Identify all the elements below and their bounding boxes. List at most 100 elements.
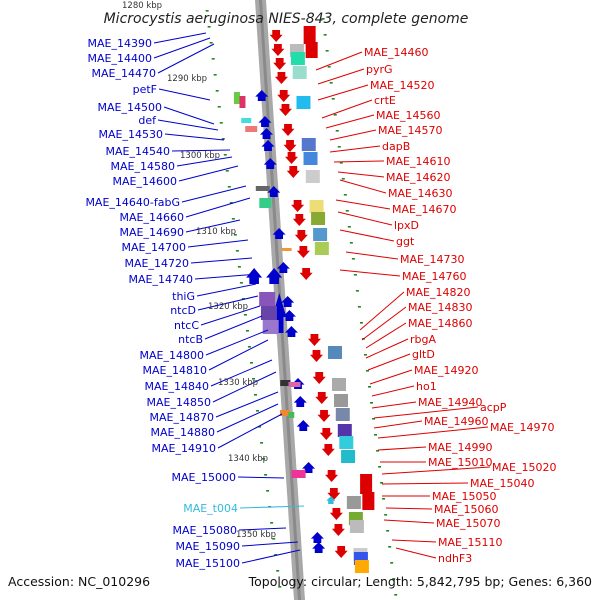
gene-label-right[interactable]: ndhF3 (438, 552, 472, 565)
gene-arrow-plus[interactable] (258, 116, 272, 127)
gene-arrow-minus[interactable] (292, 214, 306, 226)
gene-arrow-minus[interactable] (307, 334, 321, 346)
gene-label-right[interactable]: ggt (396, 235, 415, 248)
gene-block[interactable] (280, 410, 291, 416)
gene-block[interactable] (349, 520, 364, 533)
gene-block[interactable] (241, 118, 252, 123)
gene-label-right[interactable]: MAE_14760 (402, 270, 466, 283)
gene-arrow-minus[interactable] (327, 488, 341, 500)
gene-arrow-minus[interactable] (296, 246, 310, 258)
gene-arrow-plus[interactable] (272, 228, 286, 239)
gene-arrow-minus[interactable] (285, 152, 299, 164)
gene-label-left[interactable]: MAE_14740 (129, 273, 193, 286)
gene-label-left[interactable]: MAE_14690 (120, 226, 184, 239)
gene-label-left[interactable]: MAE_14530 (99, 128, 163, 141)
gene-label-right[interactable]: MAE_14730 (400, 253, 464, 266)
gene-block[interactable] (339, 436, 354, 449)
gene-block[interactable] (262, 320, 279, 334)
gene-label-right[interactable]: MAE_15040 (470, 477, 534, 490)
gene-arrow-minus[interactable] (329, 508, 343, 520)
gene-label-right[interactable]: MAE_14670 (392, 203, 456, 216)
gene-arrow-minus[interactable] (269, 30, 283, 42)
gene-block[interactable] (362, 492, 375, 510)
gene-label-right[interactable]: MAE_14620 (386, 171, 450, 184)
gene-label-right[interactable]: rbgA (410, 333, 436, 346)
gene-label-left[interactable]: MAE_14910 (152, 442, 216, 455)
gene-label-left[interactable]: ntcD (170, 304, 196, 317)
gene-label-left[interactable]: MAE_14660 (120, 211, 184, 224)
gene-label-left[interactable]: MAE_15080 (173, 524, 237, 537)
gene-label-left[interactable]: MAE_15000 (172, 471, 236, 484)
gene-arrow-minus[interactable] (309, 350, 323, 362)
gene-block[interactable] (259, 198, 272, 208)
gene-label-left[interactable]: MAE_14580 (111, 160, 175, 173)
gene-label-right[interactable]: MAE_14860 (408, 317, 472, 330)
gene-arrow-plus[interactable] (267, 186, 281, 197)
gene-block[interactable] (301, 138, 316, 151)
right-gene-labels[interactable]: MAE_14460 pyrG MAE_14520 crtE MAE_14560 MAE_1… (364, 46, 556, 565)
gene-arrow-plus[interactable] (310, 532, 324, 543)
gene-label-right[interactable]: MAE_14830 (408, 301, 472, 314)
gene-block[interactable] (335, 408, 350, 421)
gene-label-left[interactable]: thiG (172, 290, 195, 303)
gene-label-left[interactable]: MAE_14500 (98, 101, 162, 114)
gene-block[interactable] (354, 560, 369, 573)
gene-block[interactable] (337, 424, 352, 437)
gene-block[interactable] (288, 412, 295, 418)
gene-block[interactable] (303, 26, 316, 44)
gene-arrow-plus[interactable] (282, 310, 296, 321)
gene-label-left[interactable]: MAE_14390 (88, 37, 152, 50)
gene-arrow-plus[interactable] (255, 90, 269, 101)
gene-block[interactable] (292, 66, 307, 79)
gene-label-right[interactable]: MAE_14960 (424, 415, 488, 428)
gene-block[interactable] (334, 394, 349, 407)
gene-arrow-plus[interactable] (259, 128, 273, 139)
gene-block[interactable] (281, 248, 292, 251)
gene-label-right[interactable]: MAE_15060 (434, 503, 498, 516)
gene-block[interactable] (327, 346, 342, 359)
gene-arrow-minus[interactable] (271, 44, 285, 56)
gene-label-right[interactable]: MAE_15010 (428, 456, 492, 469)
gene-block[interactable] (360, 474, 373, 494)
gene-label-left[interactable]: MAE_15090 (176, 540, 240, 553)
gene-arrow-minus[interactable] (315, 392, 329, 404)
gene-arrow-plus[interactable] (246, 268, 263, 284)
gene-label-left[interactable]: MAE_14800 (140, 349, 204, 362)
gene-arrow-minus[interactable] (273, 58, 287, 70)
gene-label-right[interactable]: MAE_14920 (414, 364, 478, 377)
gene-arrow-minus[interactable] (274, 72, 288, 84)
gene-label-left[interactable]: MAE_15100 (176, 557, 240, 570)
gene-label-left[interactable]: MAE_14810 (143, 364, 207, 377)
gene-label-right[interactable]: MAE_15070 (436, 517, 500, 530)
left-gene-labels[interactable]: MAE_14390 MAE_14400 MAE_14470 petF MAE_14500… (85, 37, 240, 570)
gene-label-right[interactable]: MAE_15050 (432, 490, 496, 503)
gene-block[interactable] (259, 292, 276, 306)
gene-label-right[interactable]: MAE_14560 (376, 109, 440, 122)
gene-arrow-plus[interactable] (312, 542, 326, 553)
gene-label-left[interactable]: MAE_14720 (125, 257, 189, 270)
gene-block[interactable] (290, 52, 305, 65)
gene-label-left[interactable]: MAE_14470 (92, 67, 156, 80)
gene-label-left[interactable]: MAE_14850 (147, 396, 211, 409)
gene-block[interactable] (296, 96, 311, 109)
gene-label-left[interactable]: MAE_14840 (145, 380, 209, 393)
gene-label-left[interactable]: MAE_t004 (183, 502, 238, 515)
gene-arrow-minus[interactable] (334, 546, 348, 558)
gene-label-right[interactable]: MAE_14990 (428, 441, 492, 454)
gene-label-left[interactable]: MAE_14540 (106, 145, 170, 158)
gene-block[interactable] (314, 242, 329, 255)
gene-block[interactable] (341, 450, 356, 463)
gene-label-left[interactable]: ntcC (174, 319, 199, 332)
gene-label-right[interactable]: MAE_14460 (364, 46, 428, 59)
gene-arrow-minus[interactable] (278, 104, 292, 116)
gene-block[interactable] (288, 382, 301, 387)
gene-arrow-minus[interactable] (281, 124, 295, 136)
gene-block[interactable] (239, 96, 246, 108)
gene-label-right[interactable]: dapB (382, 140, 410, 153)
gene-block[interactable] (346, 496, 361, 509)
gene-block[interactable] (305, 42, 318, 58)
gene-block[interactable] (303, 152, 318, 165)
gene-label-right[interactable]: MAE_15020 (492, 461, 556, 474)
gene-label-left[interactable]: MAE_14400 (88, 52, 152, 65)
gene-label-right[interactable]: MAE_15110 (438, 536, 502, 549)
